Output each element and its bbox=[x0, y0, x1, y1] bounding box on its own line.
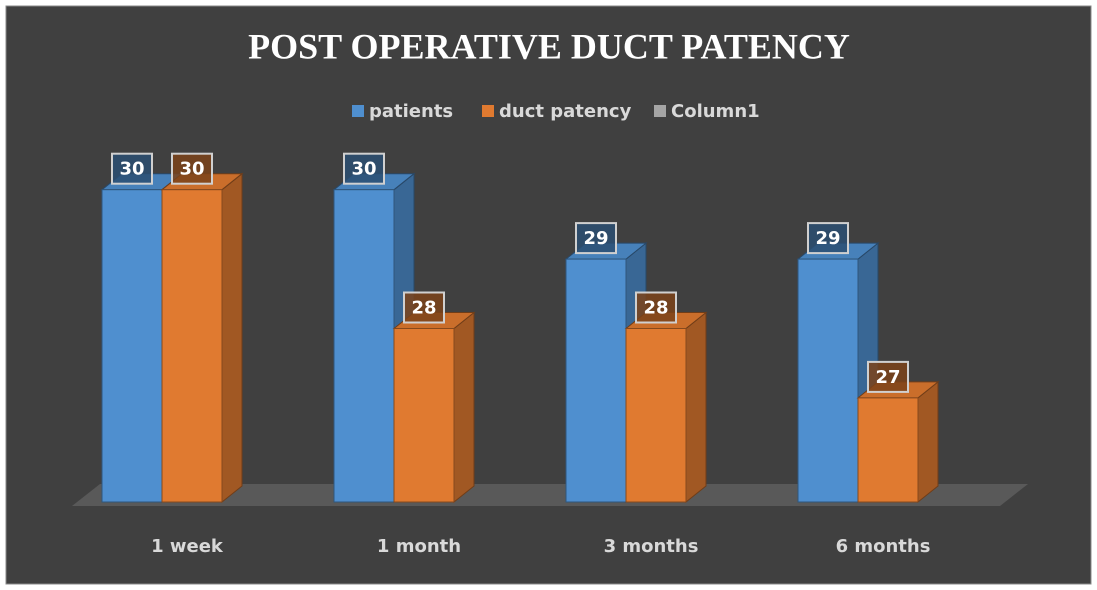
data-label: 28 bbox=[411, 298, 436, 319]
bar bbox=[333, 189, 395, 503]
legend-label: duct patency bbox=[499, 101, 632, 122]
data-label-box bbox=[343, 152, 385, 185]
bar bbox=[161, 189, 223, 503]
bar bbox=[625, 328, 687, 503]
bar bbox=[797, 258, 859, 503]
data-label-box bbox=[867, 360, 909, 393]
data-label: 27 bbox=[875, 367, 900, 388]
data-label: 29 bbox=[815, 228, 840, 249]
data-label-box bbox=[403, 291, 445, 324]
legend-label: patients bbox=[369, 101, 453, 122]
data-label-box bbox=[171, 152, 213, 185]
legend-label: Column1 bbox=[671, 101, 760, 122]
data-label-box bbox=[807, 222, 849, 255]
data-label: 30 bbox=[351, 159, 376, 180]
bar-side bbox=[917, 380, 939, 504]
bar bbox=[101, 189, 163, 503]
bar-side bbox=[453, 311, 475, 504]
bar-side bbox=[685, 311, 707, 504]
data-label-box bbox=[111, 152, 153, 185]
data-label-box bbox=[575, 222, 617, 255]
x-tick-label: 3 months bbox=[604, 536, 699, 557]
legend-swatch bbox=[482, 105, 494, 117]
data-label: 30 bbox=[119, 159, 144, 180]
data-label: 29 bbox=[583, 228, 608, 249]
legend-swatch bbox=[654, 105, 666, 117]
data-label-box bbox=[635, 291, 677, 324]
data-label: 28 bbox=[643, 298, 668, 319]
chart-title: POST OPERATIVE DUCT PATENCY bbox=[248, 26, 850, 66]
x-tick-label: 6 months bbox=[836, 536, 931, 557]
bar bbox=[565, 258, 627, 503]
bar bbox=[393, 328, 455, 503]
data-label: 30 bbox=[179, 159, 204, 180]
bar-side bbox=[221, 172, 243, 504]
x-tick-label: 1 month bbox=[377, 536, 461, 557]
bar bbox=[857, 397, 919, 503]
x-tick-label: 1 week bbox=[151, 536, 224, 557]
legend-swatch bbox=[352, 105, 364, 117]
floor bbox=[72, 484, 1028, 506]
